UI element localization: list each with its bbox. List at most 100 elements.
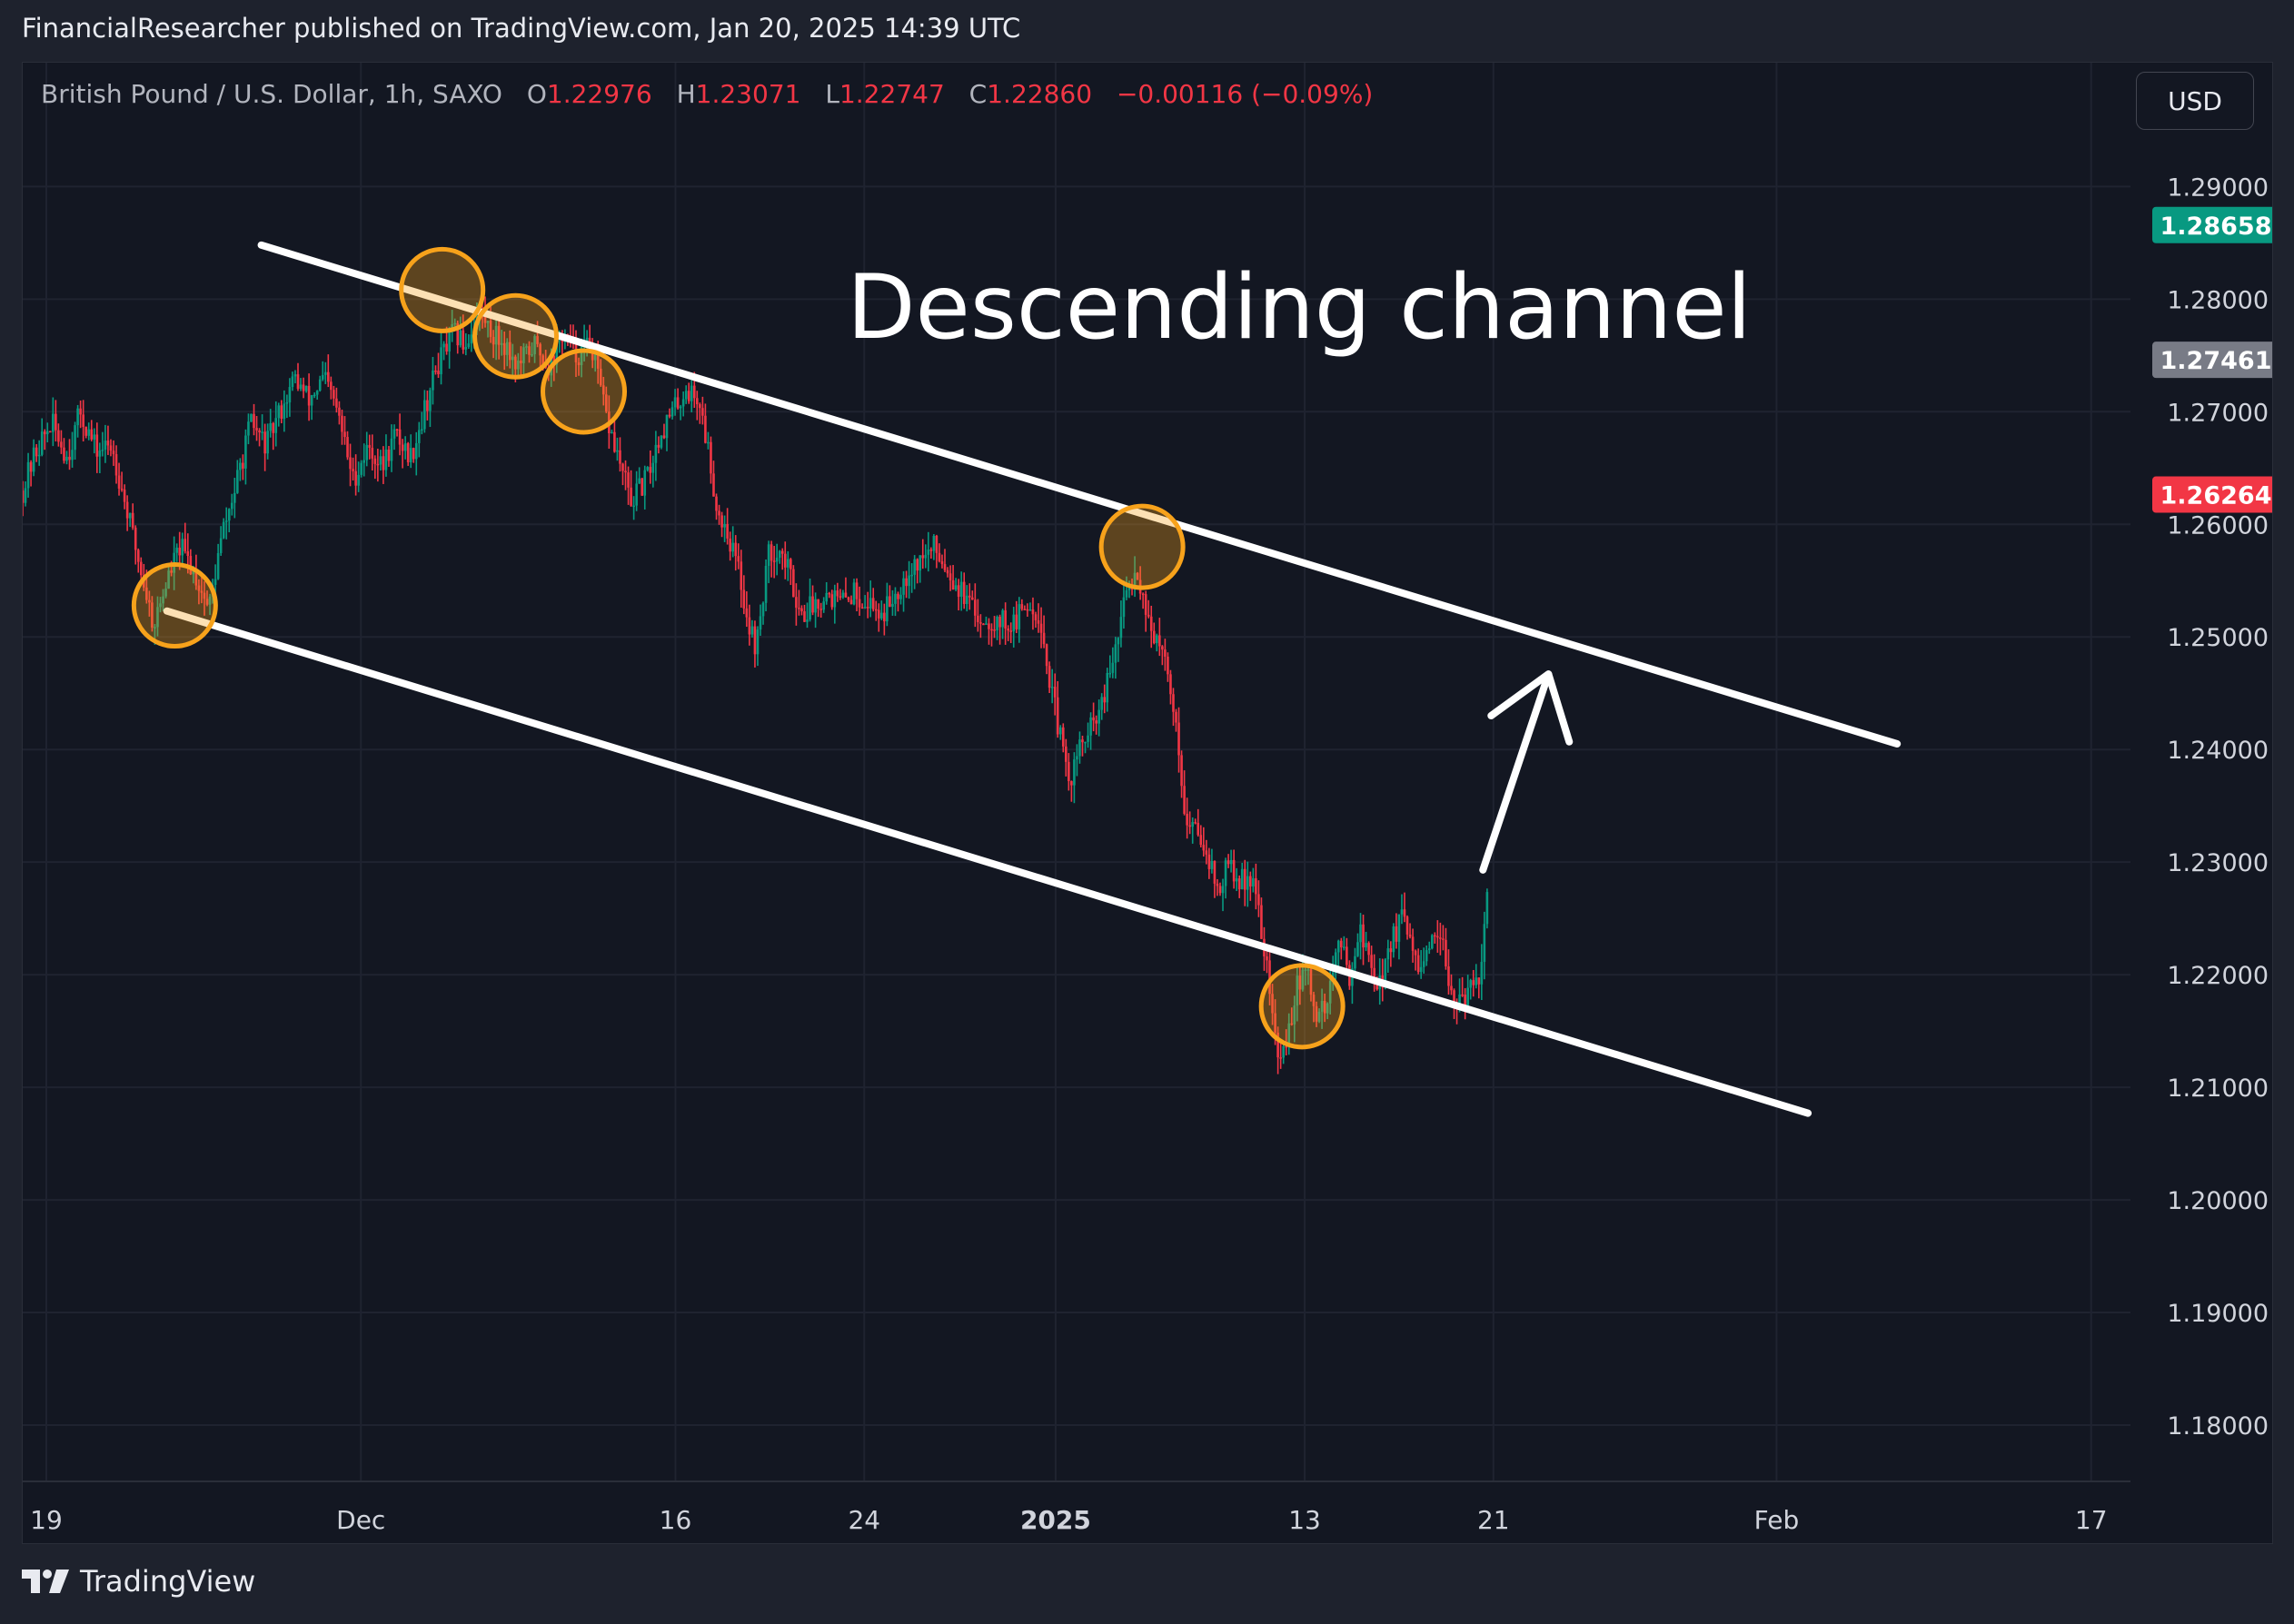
candle-body [1320, 1000, 1324, 1012]
candle-body [379, 456, 382, 465]
candle-body [599, 368, 602, 386]
candle-body [1147, 614, 1150, 617]
price-badge-label: 1.26264 [2160, 482, 2272, 510]
candle-body [670, 407, 674, 417]
touch-point-circle [1098, 503, 1186, 590]
candle-body [591, 350, 594, 361]
candle-body [1416, 955, 1420, 973]
candle-body [29, 461, 33, 472]
candle-body [382, 456, 385, 470]
candle-body [954, 585, 958, 590]
candle-body [833, 590, 837, 608]
candle-body [811, 596, 814, 613]
candle-body [489, 321, 492, 337]
channel-touch-points[interactable] [131, 246, 1346, 1050]
candle-body [341, 415, 343, 432]
tradingview-logo[interactable]: TradingView [22, 1564, 255, 1599]
candle-body [734, 542, 738, 557]
channel-upper-line [257, 241, 1902, 748]
candle-body [1020, 604, 1024, 609]
candle-body [596, 351, 600, 369]
candle-body [258, 430, 261, 433]
time-tick-label: 19 [30, 1505, 63, 1535]
candle-body [40, 431, 44, 455]
candle-body [632, 505, 635, 508]
candle-body [704, 415, 707, 443]
candle-body [148, 599, 151, 603]
candle-body [1092, 717, 1095, 721]
candle-body [1034, 614, 1038, 620]
candle-body [266, 431, 269, 454]
candle-body [1103, 697, 1107, 703]
candle-body [1087, 735, 1089, 742]
candle-body [919, 555, 922, 571]
candle-body [1213, 860, 1217, 884]
high-label: H [676, 79, 696, 109]
time-tick-label: 16 [660, 1505, 692, 1535]
candle-body [789, 559, 792, 569]
candle-body [932, 536, 936, 551]
candle-body [494, 325, 498, 345]
candle-body [531, 353, 533, 356]
candle-body [1365, 943, 1367, 948]
candle-body [814, 599, 817, 613]
candle-body [1458, 994, 1461, 1007]
candle-body [792, 569, 795, 598]
time-axis[interactable]: 19 Dec 16 24 2025 13 21 Feb 17 [30, 1505, 2107, 1535]
candle-body [855, 582, 859, 599]
grid-lines [23, 63, 2130, 1482]
candle-body [970, 597, 974, 600]
candle-body [186, 550, 190, 557]
candle-body [1065, 746, 1068, 762]
candle-body [803, 611, 806, 622]
descending-channel[interactable] [163, 241, 1902, 1117]
candle-body [866, 607, 869, 609]
candle-body [1461, 994, 1464, 996]
candle-body [1191, 822, 1194, 827]
candle-body [1328, 980, 1332, 1004]
candle-body [701, 408, 704, 416]
currency-button[interactable]: USD [2136, 72, 2254, 130]
candle-body [497, 325, 501, 345]
candle-body [619, 450, 621, 464]
candle-body [432, 370, 434, 391]
price-chart[interactable]: Descending channel 19 Dec 16 24 2025 13 21 Feb 1… [23, 63, 2273, 1544]
candle-body [1186, 813, 1188, 826]
candle-body [1249, 876, 1252, 887]
candle-body [230, 502, 233, 510]
candle-body [392, 429, 396, 439]
candle-body [1304, 969, 1307, 971]
candle-body [1172, 694, 1175, 712]
candle-body [423, 400, 426, 430]
channel-annotation[interactable]: Descending channel [847, 256, 1752, 360]
candle-body [836, 590, 839, 597]
candle-body [1312, 995, 1316, 1006]
candle-body [1445, 939, 1447, 967]
price-tick-label: 1.20000 [2167, 1187, 2269, 1215]
candle-body [1235, 878, 1238, 882]
candle-body [998, 616, 1001, 628]
price-axis[interactable]: 1.18000 1.19000 1.20000 1.21000 1.22000 1.230… [2152, 173, 2273, 1441]
candle-body [723, 523, 726, 528]
candle-body [536, 336, 539, 344]
candle-body [1226, 860, 1230, 865]
price-tick-label: 1.18000 [2167, 1412, 2269, 1441]
candle-body [525, 346, 528, 348]
breakout-arrow[interactable] [1479, 670, 1574, 874]
chart-panel[interactable]: Descending channel 19 Dec 16 24 2025 13 21 Feb 1… [22, 62, 2273, 1544]
candle-body [690, 385, 693, 401]
candle-body [756, 629, 760, 655]
candle-body [905, 578, 908, 587]
candle-body [101, 450, 104, 451]
candle-body [1001, 609, 1004, 628]
candle-body [365, 444, 369, 460]
candle-body [236, 470, 239, 493]
candle-body [916, 559, 919, 571]
candle-body [988, 623, 990, 629]
candle-body [940, 561, 944, 565]
candle-body [699, 404, 701, 409]
high-value: 1.23071 [695, 79, 801, 109]
candle-body [302, 384, 305, 391]
candle-body [1031, 609, 1035, 615]
candle-body [687, 391, 690, 401]
